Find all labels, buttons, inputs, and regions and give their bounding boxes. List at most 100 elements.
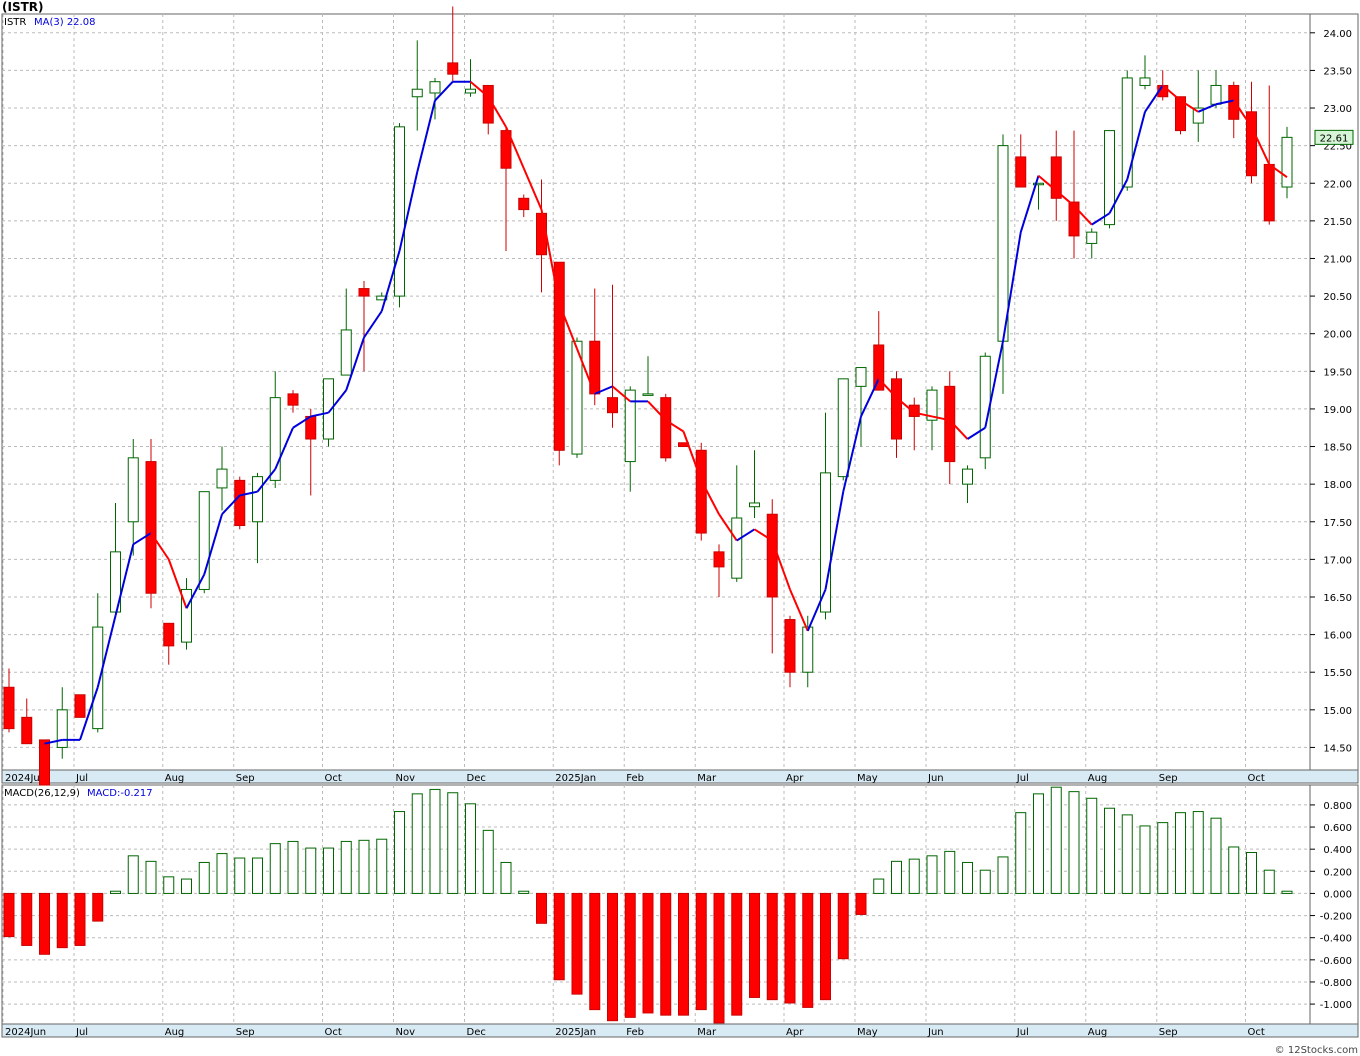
macd-bar <box>642 892 654 1014</box>
macd-month-label: Aug <box>1088 1027 1108 1038</box>
ma-segment <box>753 528 773 542</box>
macd-tick-label: 0.600 <box>1323 823 1352 834</box>
price-tick-label: 19.50 <box>1323 367 1352 378</box>
macd-month-label: Mar <box>697 1027 717 1038</box>
macd-bar <box>1068 791 1080 894</box>
candle-body <box>784 619 796 673</box>
ma-segment <box>1179 99 1199 113</box>
candle-body <box>127 457 139 523</box>
macd-month-label: 2024Jun <box>5 1027 46 1038</box>
macd-bar <box>766 892 778 1001</box>
ma-segment <box>718 513 738 542</box>
candle-body <box>376 295 388 301</box>
ma-segment <box>380 250 401 312</box>
macd-bar <box>482 829 494 894</box>
macd-bar <box>873 878 885 894</box>
candle-body <box>340 329 352 376</box>
price-month-label: Apr <box>786 773 804 784</box>
candle-body <box>944 385 956 463</box>
macd-month-label: Jun <box>927 1027 944 1038</box>
ma-segment <box>256 468 277 493</box>
macd-month-label: Apr <box>786 1027 804 1038</box>
macd-bar <box>500 861 512 894</box>
ma-segment <box>1091 212 1111 226</box>
ma-segment <box>167 559 188 609</box>
price-month-label: Jul <box>1016 773 1029 784</box>
candle-body <box>642 393 654 396</box>
macd-bar <box>358 839 370 894</box>
macd-tick-label: 0.200 <box>1323 867 1352 878</box>
candle-body <box>92 626 104 730</box>
ma-segment <box>96 615 117 688</box>
macd-bar <box>979 869 991 894</box>
candle-body <box>1033 182 1044 186</box>
candle-body <box>536 212 547 256</box>
candle-body <box>1086 231 1098 244</box>
ma-segment <box>1037 174 1057 192</box>
macd-bar <box>536 892 547 924</box>
candle-body <box>855 367 867 387</box>
candle-body <box>607 397 618 414</box>
macd-bar <box>820 892 831 1001</box>
price-tick-label: 24.00 <box>1323 29 1352 40</box>
ma-segment <box>363 310 383 339</box>
macd-tick-label: -0.200 <box>1320 912 1352 923</box>
candle-body <box>1068 201 1080 237</box>
macd-bar <box>92 892 104 922</box>
ma-segment <box>469 80 489 98</box>
ma-segment <box>1073 205 1093 226</box>
candle-body <box>713 551 725 568</box>
last-price-label: 22.61 <box>1320 133 1349 144</box>
candle-body <box>891 378 902 440</box>
macd-month-label: Feb <box>626 1027 644 1038</box>
ma-segment <box>1215 99 1234 106</box>
candle-body <box>465 88 476 94</box>
macd-bar <box>340 840 352 894</box>
ma-segment <box>842 416 862 492</box>
candle-body <box>731 517 743 579</box>
macd-bar <box>3 892 15 938</box>
macd-bar <box>553 892 565 981</box>
ma-segment <box>931 415 950 422</box>
candle-body <box>411 88 423 98</box>
macd-bar <box>1246 851 1257 894</box>
macd-bar <box>891 860 902 894</box>
candle-body <box>1246 111 1257 177</box>
macd-bar <box>1104 807 1115 894</box>
ma-segment <box>647 400 667 421</box>
macd-bar <box>518 890 530 894</box>
candle-body <box>926 389 938 421</box>
price-month-label: Aug <box>1088 773 1108 784</box>
price-month-label: Feb <box>626 773 644 784</box>
candle-body <box>1139 77 1151 86</box>
macd-legend-label: MACD(26,12,9) <box>4 788 80 799</box>
ma-segment <box>806 589 827 632</box>
macd-bar <box>1086 797 1098 894</box>
price-tick-label: 20.00 <box>1323 330 1352 341</box>
candle-body <box>1015 156 1027 188</box>
macd-bar <box>784 892 796 1004</box>
macd-tick-label: 0.400 <box>1323 845 1352 856</box>
price-tick-label: 19.00 <box>1323 405 1352 416</box>
candle-body <box>1121 77 1133 188</box>
price-tick-label: 22.50 <box>1323 142 1352 153</box>
ma-segment <box>824 491 845 590</box>
ma-segment <box>1108 179 1129 214</box>
ma-segment <box>274 427 294 470</box>
ma-segment <box>878 378 898 399</box>
price-tick-label: 15.50 <box>1323 668 1352 679</box>
ma-segment <box>487 96 507 128</box>
macd-bar <box>465 803 476 894</box>
macd-bar <box>1033 793 1044 894</box>
macd-bar <box>1121 814 1133 894</box>
ma-segment <box>150 532 170 560</box>
macd-month-label: Sep <box>236 1027 255 1038</box>
price-tick-label: 17.00 <box>1323 555 1352 566</box>
price-month-strip <box>1 769 1359 784</box>
macd-tick-label: 0.800 <box>1323 801 1352 812</box>
candle-body <box>962 468 973 485</box>
macd-bar <box>181 878 192 894</box>
ma-segment <box>860 378 880 417</box>
price-month-label: 2024Jun <box>5 773 46 784</box>
ma-segment <box>44 738 63 745</box>
